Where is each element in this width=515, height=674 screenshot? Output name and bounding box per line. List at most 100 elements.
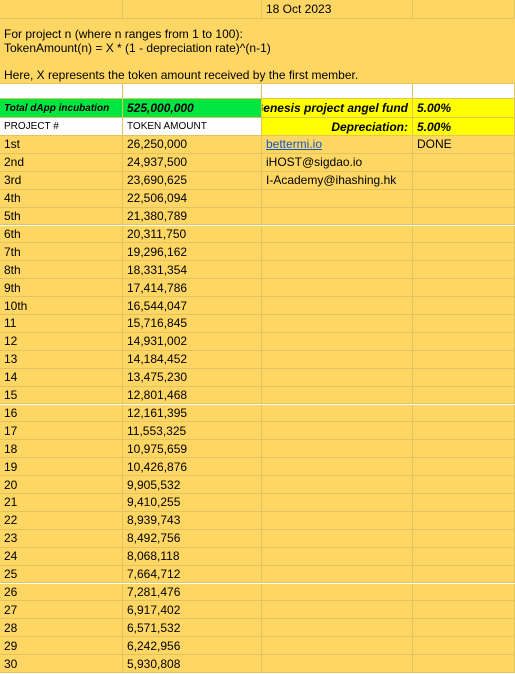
amount-cell[interactable]: 7,664,712: [123, 565, 262, 584]
side-cell[interactable]: [262, 440, 413, 459]
status-cell[interactable]: [413, 476, 515, 494]
project-cell[interactable]: 29: [0, 637, 123, 656]
status-cell[interactable]: [413, 547, 515, 566]
project-cell[interactable]: 15: [0, 386, 123, 405]
depreciation-label-cell[interactable]: Depreciation:: [262, 118, 413, 136]
amount-cell[interactable]: 10,975,659: [123, 440, 262, 459]
project-cell[interactable]: 14: [0, 368, 123, 387]
status-cell[interactable]: [413, 529, 515, 548]
project-cell[interactable]: 1st: [0, 136, 123, 154]
amount-cell[interactable]: 16,544,047: [123, 297, 262, 315]
project-cell[interactable]: 11: [0, 315, 123, 333]
side-cell[interactable]: [262, 404, 413, 423]
side-cell[interactable]: [262, 207, 413, 226]
side-cell[interactable]: [262, 279, 413, 298]
project-cell[interactable]: 23: [0, 529, 123, 548]
project-cell[interactable]: 3rd: [0, 171, 123, 190]
angel-label-cell[interactable]: Genesis project angel fund: [262, 99, 413, 118]
side-cell[interactable]: [262, 637, 413, 656]
project-cell[interactable]: 28: [0, 619, 123, 638]
status-cell[interactable]: DONE: [413, 136, 515, 154]
amount-cell[interactable]: 15,716,845: [123, 315, 262, 333]
status-cell[interactable]: [413, 350, 515, 369]
side-cell[interactable]: [262, 315, 413, 333]
amount-cell[interactable]: 8,068,118: [123, 547, 262, 566]
side-cell[interactable]: [262, 476, 413, 494]
status-cell[interactable]: [413, 458, 515, 477]
date-cell[interactable]: 18 Oct 2023: [262, 0, 413, 19]
status-cell[interactable]: [413, 225, 515, 244]
project-cell[interactable]: 4th: [0, 189, 123, 208]
project-cell[interactable]: 17: [0, 422, 123, 441]
project-cell[interactable]: 21: [0, 494, 123, 512]
project-cell[interactable]: 25: [0, 565, 123, 584]
project-cell[interactable]: 9th: [0, 279, 123, 298]
amount-cell[interactable]: 17,414,786: [123, 279, 262, 298]
amount-cell[interactable]: 12,801,468: [123, 386, 262, 405]
side-cell[interactable]: I-Academy@ihashing.hk: [262, 171, 413, 190]
project-cell[interactable]: 26: [0, 583, 123, 602]
side-cell[interactable]: [262, 655, 413, 673]
side-cell[interactable]: [262, 422, 413, 441]
bettermi-link[interactable]: bettermi.io: [266, 137, 323, 152]
amount-cell[interactable]: 11,553,325: [123, 422, 262, 441]
project-cell[interactable]: 30: [0, 655, 123, 673]
side-cell[interactable]: [262, 243, 413, 262]
status-cell[interactable]: [413, 189, 515, 208]
cell[interactable]: [123, 84, 262, 99]
project-cell[interactable]: 16: [0, 404, 123, 423]
description-cell[interactable]: For project n (where n ranges from 1 to …: [0, 19, 515, 84]
amount-cell[interactable]: 8,492,756: [123, 529, 262, 548]
side-cell[interactable]: [262, 547, 413, 566]
project-cell[interactable]: 2nd: [0, 153, 123, 172]
project-cell[interactable]: 10th: [0, 297, 123, 315]
status-cell[interactable]: [413, 619, 515, 638]
side-cell[interactable]: [262, 297, 413, 315]
status-cell[interactable]: [413, 655, 515, 673]
project-cell[interactable]: 5th: [0, 207, 123, 226]
amount-cell[interactable]: 20,311,750: [123, 225, 262, 244]
side-cell[interactable]: [262, 225, 413, 244]
amount-cell[interactable]: 7,281,476: [123, 583, 262, 602]
amount-cell[interactable]: 24,937,500: [123, 153, 262, 172]
amount-cell[interactable]: 23,690,625: [123, 171, 262, 190]
amount-cell[interactable]: 21,380,789: [123, 207, 262, 226]
status-cell[interactable]: [413, 297, 515, 315]
status-cell[interactable]: [413, 332, 515, 351]
status-cell[interactable]: [413, 243, 515, 262]
status-cell[interactable]: [413, 207, 515, 226]
status-cell[interactable]: [413, 637, 515, 656]
status-cell[interactable]: [413, 404, 515, 423]
side-cell[interactable]: [262, 529, 413, 548]
side-cell[interactable]: [262, 458, 413, 477]
project-cell[interactable]: 12: [0, 332, 123, 351]
side-cell[interactable]: [262, 565, 413, 584]
status-cell[interactable]: [413, 261, 515, 280]
side-cell[interactable]: [262, 601, 413, 620]
total-label-cell[interactable]: Total dApp incubation: [0, 99, 123, 118]
amount-cell[interactable]: 5,930,808: [123, 655, 262, 673]
side-cell[interactable]: [262, 261, 413, 280]
side-cell[interactable]: [262, 189, 413, 208]
project-cell[interactable]: 20: [0, 476, 123, 494]
status-cell[interactable]: [413, 153, 515, 172]
cell[interactable]: [123, 0, 262, 19]
status-cell[interactable]: [413, 171, 515, 190]
amount-cell[interactable]: 14,184,452: [123, 350, 262, 369]
side-cell[interactable]: [262, 332, 413, 351]
status-cell[interactable]: [413, 422, 515, 441]
angel-value-cell[interactable]: 5.00%: [413, 99, 515, 118]
cell[interactable]: [0, 0, 123, 19]
project-cell[interactable]: 19: [0, 458, 123, 477]
amount-cell[interactable]: 19,296,162: [123, 243, 262, 262]
amount-cell[interactable]: 6,571,532: [123, 619, 262, 638]
amount-cell[interactable]: 13,475,230: [123, 368, 262, 387]
status-cell[interactable]: [413, 511, 515, 530]
side-cell[interactable]: [262, 619, 413, 638]
project-cell[interactable]: 24: [0, 547, 123, 566]
side-cell[interactable]: [262, 368, 413, 387]
status-cell[interactable]: [413, 565, 515, 584]
side-cell[interactable]: [262, 386, 413, 405]
amount-cell[interactable]: 9,410,255: [123, 494, 262, 512]
cell[interactable]: [413, 0, 515, 19]
